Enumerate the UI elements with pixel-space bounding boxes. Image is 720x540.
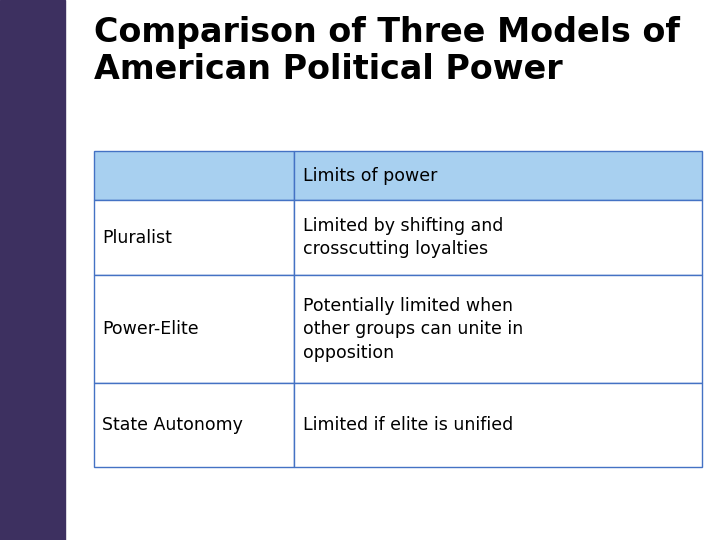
Text: Limited by shifting and
crosscutting loyalties: Limited by shifting and crosscutting loy… <box>303 217 503 259</box>
Text: Potentially limited when
other groups can unite in
opposition: Potentially limited when other groups ca… <box>303 297 523 362</box>
Text: Limited if elite is unified: Limited if elite is unified <box>303 416 513 434</box>
Text: Limits of power: Limits of power <box>303 166 437 185</box>
Text: Pluralist: Pluralist <box>102 228 172 247</box>
Text: Power-Elite: Power-Elite <box>102 320 199 339</box>
Text: Comparison of Three Models of
American Political Power: Comparison of Three Models of American P… <box>94 16 680 86</box>
Text: State Autonomy: State Autonomy <box>102 416 243 434</box>
